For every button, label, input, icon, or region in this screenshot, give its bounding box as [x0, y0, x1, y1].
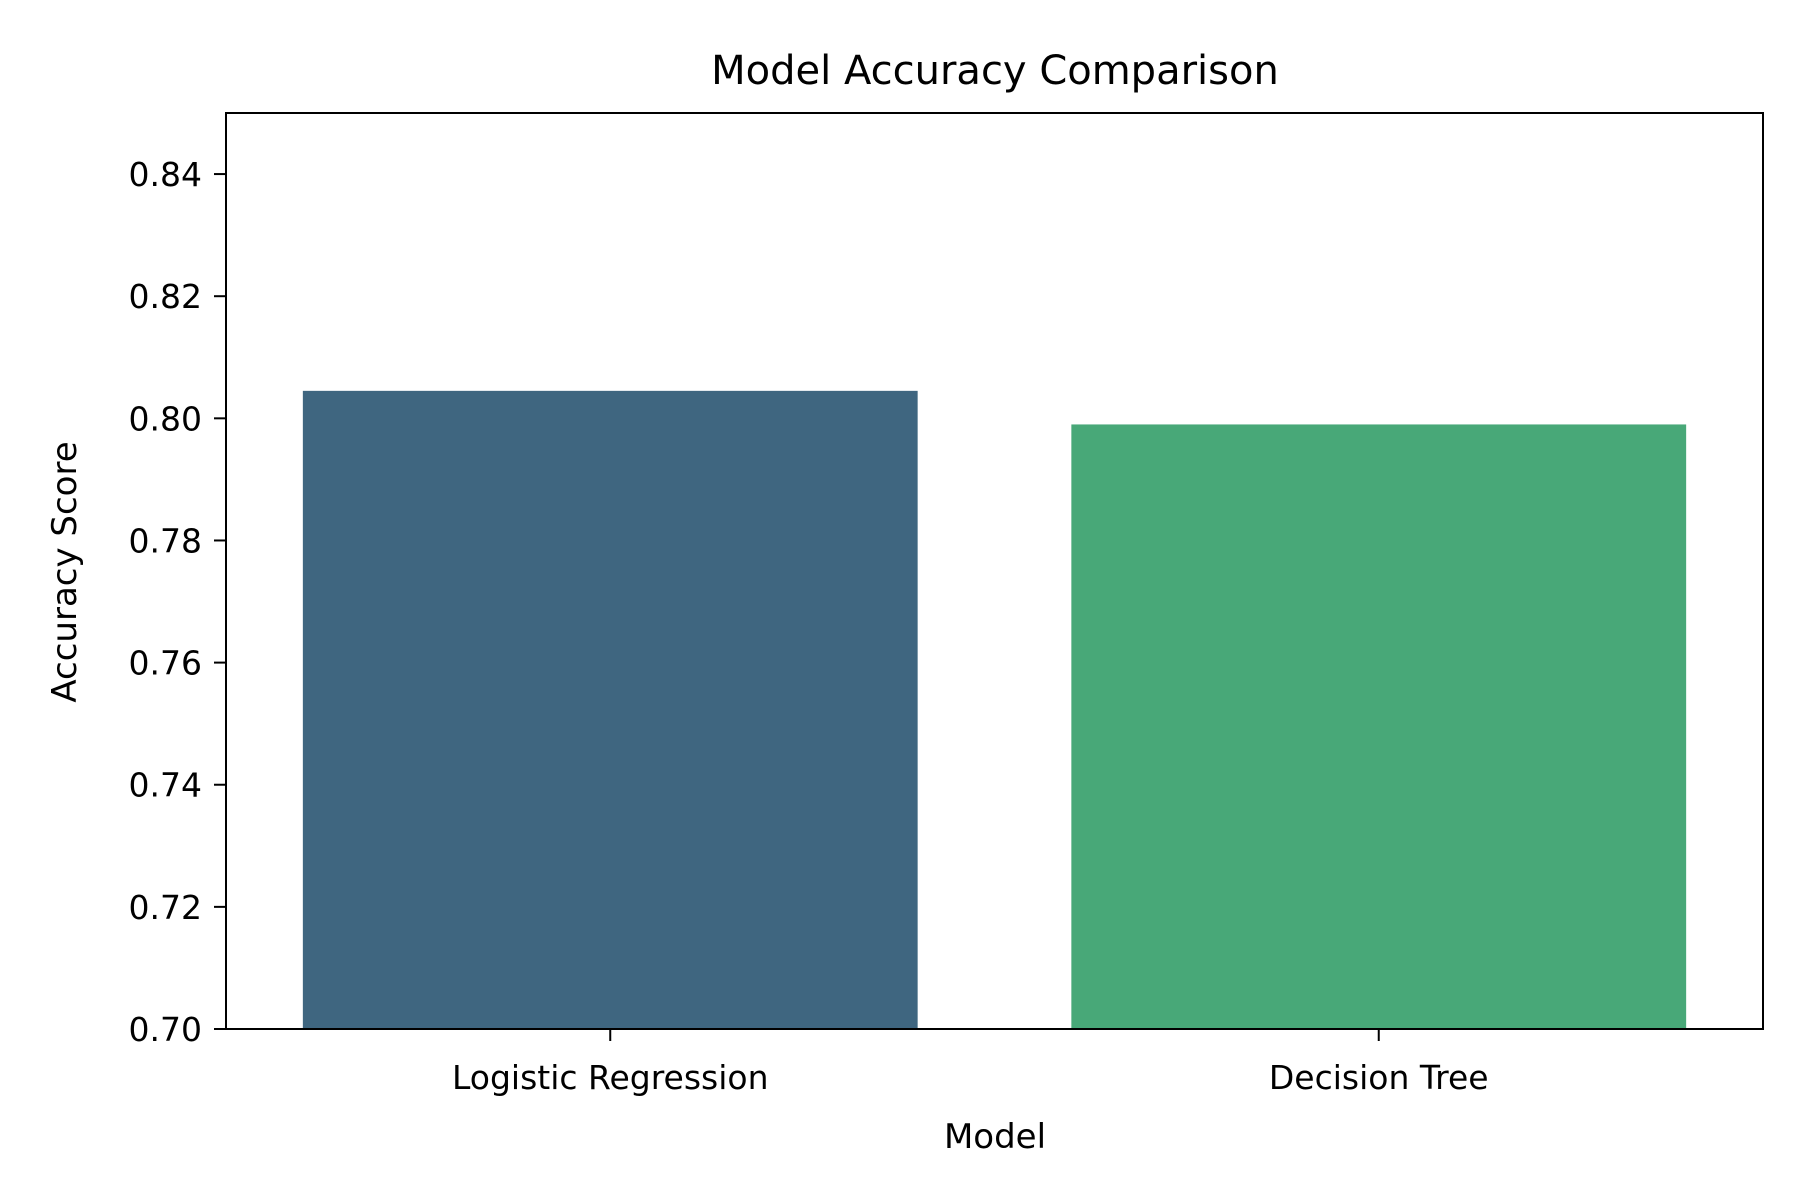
y-tick-label: 0.82 [129, 277, 202, 316]
chart-title: Model Accuracy Comparison [711, 48, 1279, 94]
bar-logistic-regression [302, 390, 918, 1029]
y-tick-label: 0.80 [129, 399, 202, 438]
bars-layer [302, 390, 1687, 1029]
bar-decision-tree [1071, 424, 1687, 1029]
y-tick-label: 0.72 [129, 888, 202, 927]
y-tick-label: 0.76 [129, 644, 202, 683]
y-tick-label: 0.78 [129, 521, 202, 560]
plot-frame [225, 112, 1764, 1030]
x-tick-label: Logistic Regression [452, 1058, 769, 1097]
x-axis-label: Model [944, 1117, 1046, 1157]
y-tick-label: 0.74 [129, 766, 202, 805]
x-axis: Logistic Regression Decision Tree [452, 1029, 1489, 1097]
y-tick-label: 0.84 [129, 155, 202, 194]
y-axis-label: Accuracy Score [45, 441, 85, 702]
y-tick-label: 0.70 [129, 1010, 202, 1049]
y-axis: 0.70 0.72 0.74 0.76 0.78 0.80 0.82 0.84 [129, 155, 226, 1049]
x-tick-label: Decision Tree [1269, 1058, 1489, 1097]
